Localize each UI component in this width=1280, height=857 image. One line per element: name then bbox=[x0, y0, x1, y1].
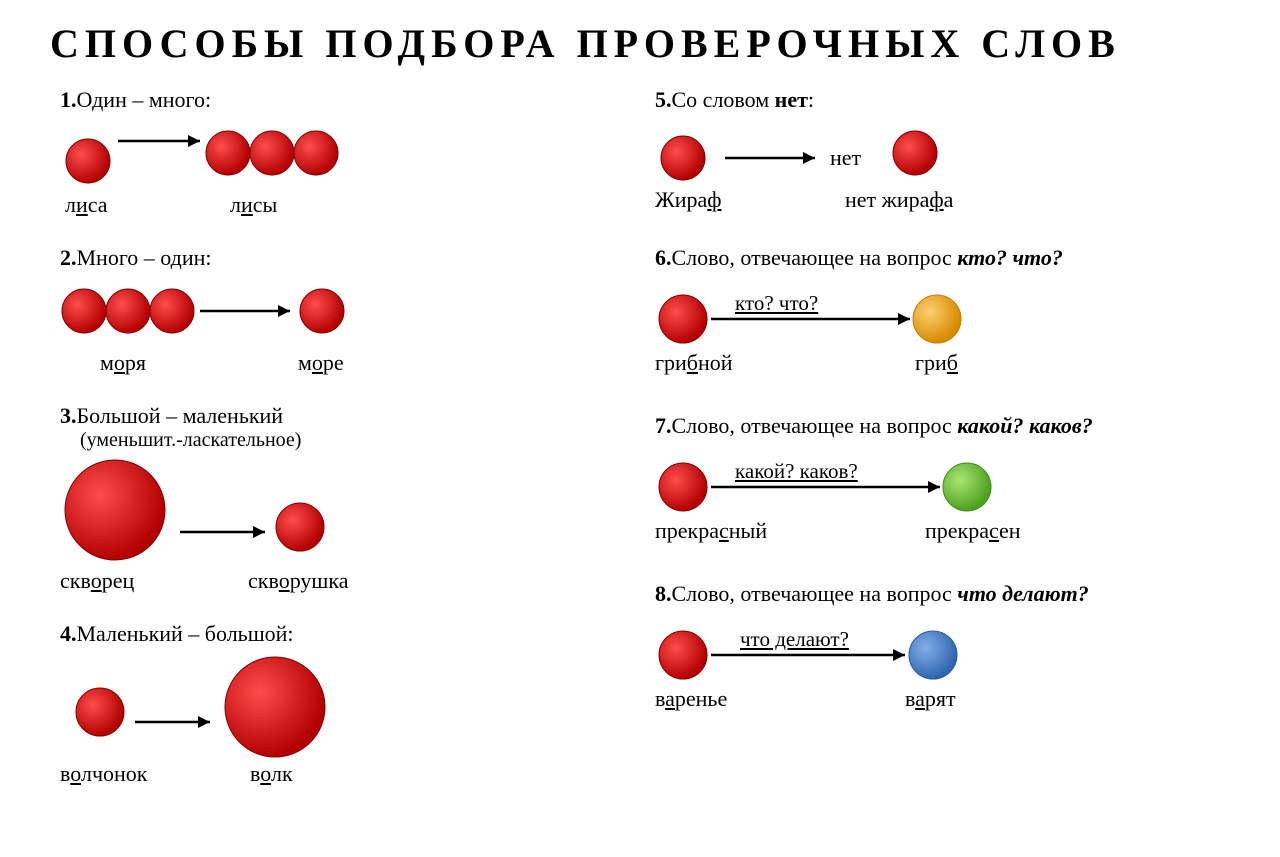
method-4-diagram bbox=[60, 647, 400, 762]
left-column: 1.Один – много: лиса лисы 2.М bbox=[40, 87, 645, 819]
method-8-word2: варят bbox=[905, 686, 956, 712]
page-title: СПОСОБЫ ПОДБОРА ПРОВЕРОЧНЫХ СЛОВ bbox=[50, 20, 1240, 67]
method-7: 7.Слово, отвечающее на вопрос какой? как… bbox=[655, 413, 1240, 553]
method-7-word1: прекрасный bbox=[655, 518, 767, 544]
method-8-diagram bbox=[655, 607, 1075, 687]
method-4-word2: волк bbox=[250, 761, 293, 787]
method-4: 4.Маленький – большой: волчонок волк bbox=[60, 621, 645, 791]
method-3-word2: скворушка bbox=[248, 568, 348, 594]
method-6-label: кто? что? bbox=[735, 291, 818, 316]
method-2-word1: моря bbox=[100, 350, 146, 376]
method-7-title: 7.Слово, отвечающее на вопрос какой? как… bbox=[655, 413, 1240, 439]
method-3-diagram bbox=[60, 452, 400, 567]
method-3-subtitle: (уменьшит.-ласкательное) bbox=[80, 429, 645, 452]
method-6-word2: гриб bbox=[915, 350, 958, 376]
method-7-word2: прекрасен bbox=[925, 518, 1021, 544]
method-8-label: что делают? bbox=[740, 627, 849, 652]
method-5: 5.Со словом нет: нет Жираф нет жирафа bbox=[655, 87, 1240, 217]
method-6-word1: грибной bbox=[655, 350, 733, 376]
method-3: 3.Большой – маленький (уменьшит.-ласкате… bbox=[60, 403, 645, 593]
method-5-title: 5.Со словом нет: bbox=[655, 87, 1240, 113]
method-1-title: 1.Один – много: bbox=[60, 87, 645, 113]
method-7-diagram bbox=[655, 439, 1095, 519]
content-columns: 1.Один – много: лиса лисы 2.М bbox=[40, 87, 1240, 819]
method-1-word2: лисы bbox=[230, 192, 277, 218]
method-8: 8.Слово, отвечающее на вопрос что делают… bbox=[655, 581, 1240, 721]
method-1: 1.Один – много: лиса лисы bbox=[60, 87, 645, 217]
method-4-word1: волчонок bbox=[60, 761, 147, 787]
method-8-title: 8.Слово, отвечающее на вопрос что делают… bbox=[655, 581, 1240, 607]
method-2-diagram bbox=[60, 271, 400, 351]
method-3-title: 3.Большой – маленький bbox=[60, 403, 645, 429]
method-8-word1: варенье bbox=[655, 686, 727, 712]
method-5-label: нет bbox=[830, 145, 861, 171]
method-2-title: 2.Много – один: bbox=[60, 245, 645, 271]
method-1-word1: лиса bbox=[65, 192, 108, 218]
right-column: 5.Со словом нет: нет Жираф нет жирафа 6.… bbox=[645, 87, 1240, 819]
method-1-diagram bbox=[60, 113, 400, 193]
method-5-word2: нет жирафа bbox=[845, 187, 953, 213]
method-3-word1: скворец bbox=[60, 568, 134, 594]
method-2: 2.Много – один: моря море bbox=[60, 245, 645, 375]
method-4-title: 4.Маленький – большой: bbox=[60, 621, 645, 647]
method-2-word2: море bbox=[298, 350, 344, 376]
method-6: 6.Слово, отвечающее на вопрос кто? что? … bbox=[655, 245, 1240, 385]
method-5-word1: Жираф bbox=[655, 187, 722, 213]
method-7-label: какой? каков? bbox=[735, 459, 858, 484]
method-6-title: 6.Слово, отвечающее на вопрос кто? что? bbox=[655, 245, 1240, 271]
method-6-diagram bbox=[655, 271, 1075, 351]
